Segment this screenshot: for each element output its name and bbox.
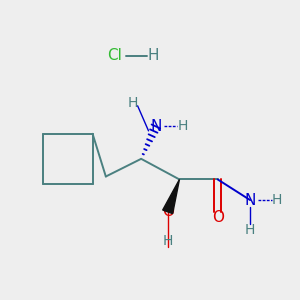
Text: H: H [245,223,255,236]
Text: O: O [162,204,174,219]
Text: O: O [212,210,224,225]
Text: N: N [244,193,256,208]
Text: H: H [177,119,188,134]
Text: H: H [163,234,173,248]
Text: H: H [127,96,137,110]
Text: N: N [150,119,162,134]
Text: Cl: Cl [107,48,122,63]
Text: H: H [147,48,159,63]
Text: H: H [272,193,282,207]
Polygon shape [163,179,179,214]
